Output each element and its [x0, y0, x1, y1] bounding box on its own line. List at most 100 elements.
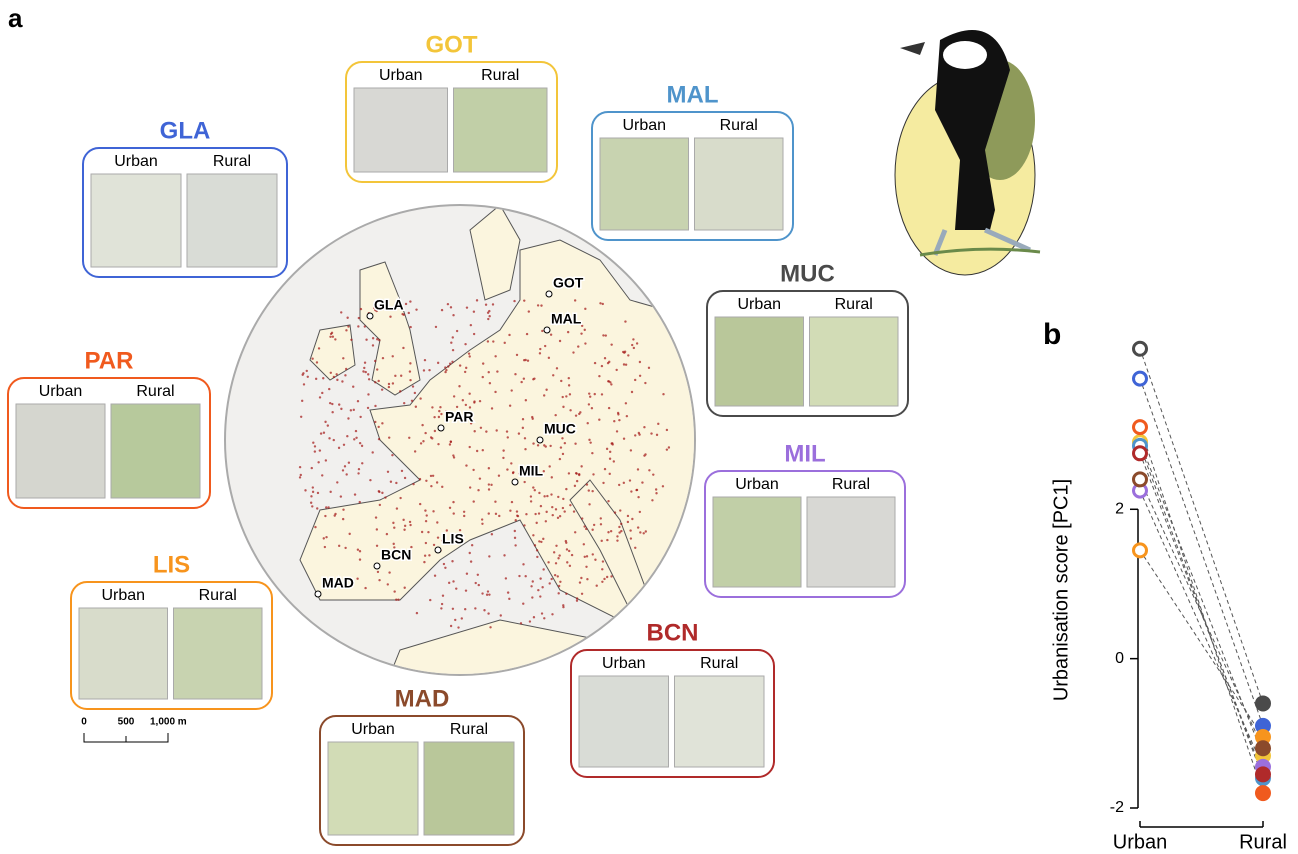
- map-city-label: BCN: [381, 547, 411, 563]
- panel-label: b: [1043, 318, 1061, 351]
- map-thumbnail: [579, 676, 669, 767]
- urban-point: [1134, 421, 1147, 434]
- city-marker: [537, 437, 543, 443]
- box-label: Urban: [737, 296, 781, 313]
- slope-line: [1140, 491, 1263, 767]
- city-title: BCN: [647, 619, 699, 646]
- scale-bar: 0 500 1,000 m: [81, 717, 187, 742]
- map-thumbnail: [174, 608, 263, 699]
- city-marker: [544, 327, 550, 333]
- rural-point: [1255, 695, 1271, 711]
- box-label: Urban: [379, 67, 423, 84]
- slope-line: [1140, 446, 1263, 778]
- box-label: Urban: [351, 721, 395, 738]
- box-label: Urban: [735, 476, 779, 493]
- map-city-label: MIL: [519, 463, 544, 479]
- city-panel: MALUrban Rural: [592, 81, 793, 240]
- map-thumbnail: [810, 317, 899, 406]
- map-thumbnail: [424, 742, 514, 835]
- map-thumbnail: [807, 497, 895, 587]
- map-thumbnail: [715, 317, 804, 406]
- panel-label: a: [8, 3, 23, 33]
- box-label: Urban: [39, 383, 83, 400]
- city-panel: MIL Urban Rural: [705, 440, 905, 597]
- box-label: Urban: [622, 117, 666, 134]
- map-thumbnail: [675, 676, 765, 767]
- map-thumbnail: [91, 174, 181, 267]
- box-label: Rural: [481, 67, 519, 84]
- city-panel: MUC Urban Rural: [707, 260, 908, 416]
- city-panel: LIS Urban Rural: [71, 551, 272, 709]
- rural-point: [1255, 766, 1271, 782]
- box-label: Urban: [602, 655, 646, 672]
- city-title: MUC: [780, 260, 835, 287]
- scale-label: 500: [118, 717, 135, 728]
- urban-point: [1134, 544, 1147, 557]
- map-city-label: MAD: [322, 575, 354, 591]
- x-tick-label: Rural: [1239, 831, 1287, 853]
- urban-point: [1134, 447, 1147, 460]
- y-tick-label: 0: [1115, 650, 1124, 667]
- urban-point: [1134, 372, 1147, 385]
- slope-line: [1140, 427, 1263, 793]
- bird: [895, 30, 1040, 275]
- city-marker: [367, 313, 373, 319]
- box-label: Rural: [136, 383, 174, 400]
- city-marker: [546, 291, 552, 297]
- city-title: GOT: [426, 31, 478, 58]
- city-title: LIS: [153, 551, 190, 578]
- scale-label: 0: [81, 717, 87, 728]
- map-thumbnail: [328, 742, 418, 835]
- box-label: Rural: [199, 587, 237, 604]
- slope-line: [1140, 379, 1263, 726]
- map-city-label: GOT: [553, 275, 584, 291]
- map-city-label: MAL: [551, 311, 582, 327]
- map-thumbnail: [354, 88, 448, 172]
- city-marker: [315, 591, 321, 597]
- map-thumbnail: [16, 404, 105, 498]
- box-label: Rural: [832, 476, 870, 493]
- rural-point: [1255, 785, 1271, 801]
- box-label: Rural: [213, 153, 251, 170]
- y-tick-label: -2: [1110, 799, 1124, 816]
- map-thumbnail: [713, 497, 801, 587]
- y-tick-label: 2: [1115, 501, 1124, 518]
- scale-label: 1,000 m: [150, 717, 187, 728]
- rural-point: [1255, 740, 1271, 756]
- city-title: GLA: [160, 117, 211, 144]
- box-label: Rural: [835, 296, 873, 313]
- map-thumbnail: [111, 404, 200, 498]
- map-thumbnail: [79, 608, 168, 699]
- map-thumbnail: [454, 88, 548, 172]
- city-title: PAR: [85, 347, 134, 374]
- x-tick-label: Urban: [1113, 831, 1167, 853]
- map-city-label: GLA: [374, 297, 404, 313]
- slope-line: [1140, 479, 1263, 748]
- map-city-label: PAR: [445, 409, 474, 425]
- urban-point: [1134, 342, 1147, 355]
- city-marker: [374, 563, 380, 569]
- city-title: MIL: [784, 440, 825, 467]
- box-label: Urban: [101, 587, 145, 604]
- city-marker: [435, 547, 441, 553]
- box-label: Urban: [114, 153, 158, 170]
- city-marker: [512, 479, 518, 485]
- map-thumbnail: [695, 138, 784, 230]
- slope-line: [1140, 349, 1263, 704]
- box-label: Rural: [700, 655, 738, 672]
- box-label: Rural: [720, 117, 758, 134]
- map-city-label: LIS: [442, 531, 464, 547]
- city-marker: [438, 425, 444, 431]
- y-axis-label: Urbanisation score [PC1]: [1050, 479, 1072, 701]
- city-title: MAL: [667, 81, 719, 108]
- box-label: Rural: [450, 721, 488, 738]
- urban-point: [1134, 473, 1147, 486]
- map-thumbnail: [600, 138, 689, 230]
- figure: a b GOTMALGLAMUCPARMILLISBCNMAD GOTUrban…: [0, 0, 1298, 854]
